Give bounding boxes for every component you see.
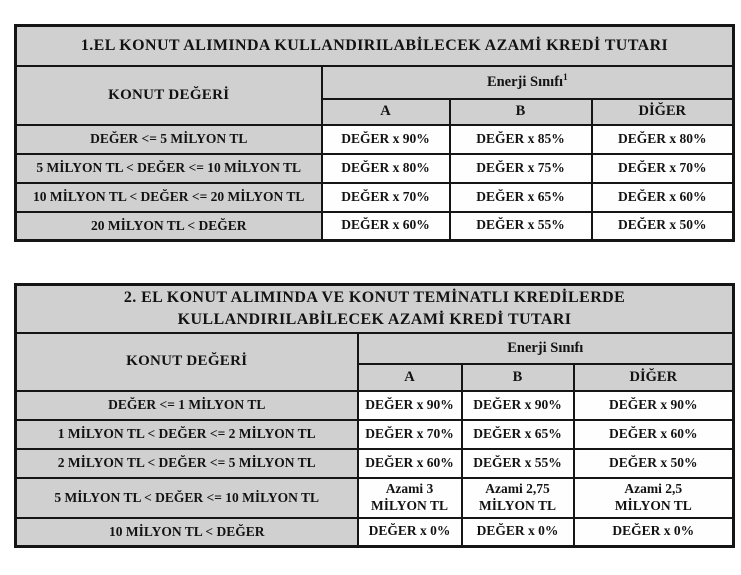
table1-energy-class-header: Enerji Sınıfı1	[320, 64, 735, 100]
table1-row4-value-b: DEĞER x 55%	[448, 210, 593, 242]
table1-energy-footnote-marker: 1	[563, 71, 568, 82]
table1-konut-degeri-header: KONUT DEĞERİ	[14, 64, 323, 126]
table1-col-header-a: A	[320, 97, 451, 126]
table2-row3-label: 2 MİLYON TL < DEĞER <= 5 MİLYON TL	[14, 447, 359, 479]
table2-row5-label: 10 MİLYON TL < DEĞER	[14, 516, 359, 548]
table2-row4-value-diger: Azami 2,5 MİLYON TL	[572, 476, 735, 519]
table-row: 20 MİLYON TL < DEĞER DEĞER x 60% DEĞER x…	[14, 210, 735, 242]
table2-energy-class-label: Enerji Sınıfı	[507, 339, 584, 356]
table2-row3-value-b: DEĞER x 55%	[460, 447, 575, 479]
table2-row2-value-a: DEĞER x 70%	[356, 418, 463, 450]
table2-row1-label: DEĞER <= 1 MİLYON TL	[14, 389, 359, 421]
table1-row2-value-diger: DEĞER x 70%	[590, 152, 735, 184]
table1-row1-value-a: DEĞER x 90%	[320, 123, 451, 155]
table2-row1-value-diger: DEĞER x 90%	[572, 389, 735, 421]
table1-row1-label: DEĞER <= 5 MİLYON TL	[14, 123, 323, 155]
table2-col-header-diger: DİĞER	[572, 362, 735, 392]
table-second-hand-housing-loan: 2. EL KONUT ALIMINDA VE KONUT TEMİNATLI …	[14, 283, 736, 548]
table1-row2-label: 5 MİLYON TL < DEĞER <= 10 MİLYON TL	[14, 152, 323, 184]
table1-row2-value-b: DEĞER x 75%	[448, 152, 593, 184]
table2-row4-value-b: Azami 2,75 MİLYON TL	[460, 476, 575, 519]
table2-row2-value-b: DEĞER x 65%	[460, 418, 575, 450]
table2-row3-value-diger: DEĞER x 50%	[572, 447, 735, 479]
table2-row1-value-a: DEĞER x 90%	[356, 389, 463, 421]
table1-row4-value-diger: DEĞER x 50%	[590, 210, 735, 242]
table2-row2-label: 1 MİLYON TL < DEĞER <= 2 MİLYON TL	[14, 418, 359, 450]
table1-energy-class-label: Enerji Sınıfı	[486, 73, 564, 90]
table2-row2-value-diger: DEĞER x 60%	[572, 418, 735, 450]
table-row: 1 MİLYON TL < DEĞER <= 2 MİLYON TL DEĞER…	[14, 418, 735, 450]
table-row: 10 MİLYON TL < DEĞER DEĞER x 0% DEĞER x …	[14, 516, 735, 548]
table1-col-header-diger: DİĞER	[590, 97, 735, 126]
table2-row4-label: 5 MİLYON TL < DEĞER <= 10 MİLYON TL	[14, 476, 359, 519]
table-row: 10 MİLYON TL < DEĞER <= 20 MİLYON TL DEĞ…	[14, 181, 735, 213]
table-row: DEĞER <= 5 MİLYON TL DEĞER x 90% DEĞER x…	[14, 123, 735, 155]
table1-title: 1.EL KONUT ALIMINDA KULLANDIRILABİLECEK …	[14, 24, 735, 67]
table1-row3-value-b: DEĞER x 65%	[448, 181, 593, 213]
table1-row3-label: 10 MİLYON TL < DEĞER <= 20 MİLYON TL	[14, 181, 323, 213]
table1-row3-value-a: DEĞER x 70%	[320, 181, 451, 213]
table1-row4-value-a: DEĞER x 60%	[320, 210, 451, 242]
table2-energy-class-header: Enerji Sınıfı	[356, 331, 735, 365]
table-first-hand-housing-loan: 1.EL KONUT ALIMINDA KULLANDIRILABİLECEK …	[14, 24, 736, 242]
table2-konut-degeri-header: KONUT DEĞERİ	[14, 331, 359, 392]
table2-col-header-a: A	[356, 362, 463, 392]
table-row: DEĞER <= 1 MİLYON TL DEĞER x 90% DEĞER x…	[14, 389, 735, 421]
table2-row5-value-a: DEĞER x 0%	[356, 516, 463, 548]
table2-col-header-b: B	[460, 362, 575, 392]
table1-row1-value-diger: DEĞER x 80%	[590, 123, 735, 155]
table2-row4-value-a: Azami 3 MİLYON TL	[356, 476, 463, 519]
table-row: 5 MİLYON TL < DEĞER <= 10 MİLYON TL Azam…	[14, 476, 735, 519]
table2-row5-value-diger: DEĞER x 0%	[572, 516, 735, 548]
table-row: 2 MİLYON TL < DEĞER <= 5 MİLYON TL DEĞER…	[14, 447, 735, 479]
table-row: 5 MİLYON TL < DEĞER <= 10 MİLYON TL DEĞE…	[14, 152, 735, 184]
table2-title: 2. EL KONUT ALIMINDA VE KONUT TEMİNATLI …	[14, 283, 735, 334]
table2-row5-value-b: DEĞER x 0%	[460, 516, 575, 548]
table2-row3-value-a: DEĞER x 60%	[356, 447, 463, 479]
table1-row2-value-a: DEĞER x 80%	[320, 152, 451, 184]
table1-row3-value-diger: DEĞER x 60%	[590, 181, 735, 213]
table1-row1-value-b: DEĞER x 85%	[448, 123, 593, 155]
table1-col-header-b: B	[448, 97, 593, 126]
table1-row4-label: 20 MİLYON TL < DEĞER	[14, 210, 323, 242]
table2-row1-value-b: DEĞER x 90%	[460, 389, 575, 421]
